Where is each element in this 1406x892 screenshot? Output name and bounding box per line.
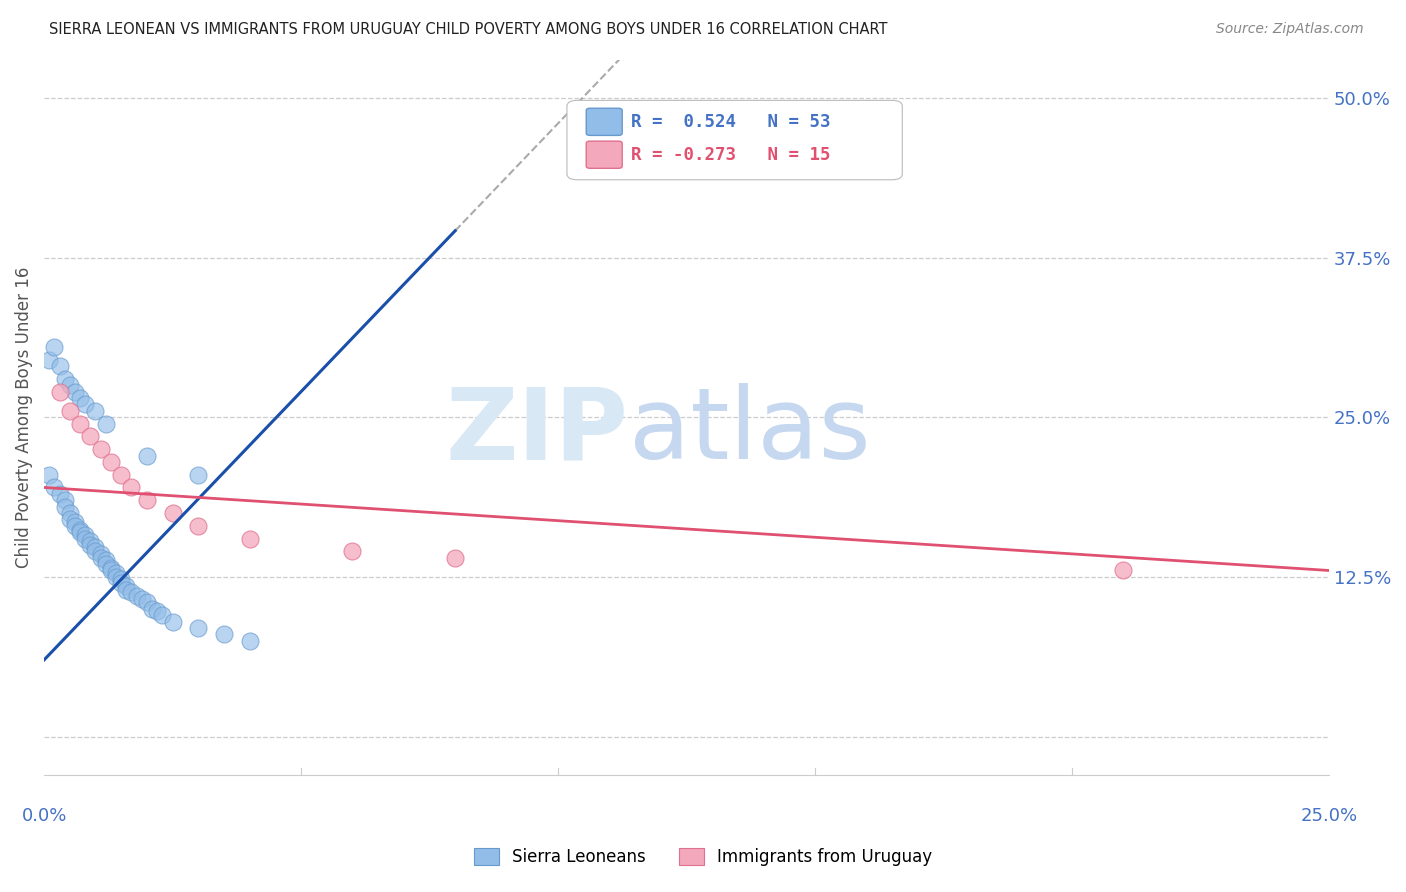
Point: [187, 467, 209, 482]
Point: [150, 608, 173, 623]
Point: [44, 340, 66, 354]
Point: [59, 512, 82, 526]
Point: [79, 534, 101, 549]
FancyBboxPatch shape: [586, 108, 623, 136]
Point: [100, 561, 122, 575]
Point: [146, 604, 169, 618]
Point: [59, 378, 82, 392]
Text: Source: ZipAtlas.com: Source: ZipAtlas.com: [1216, 22, 1364, 37]
Point: [48, 359, 70, 373]
Point: [38, 467, 60, 482]
Point: [59, 404, 82, 418]
Point: [48, 487, 70, 501]
Point: [212, 627, 235, 641]
Point: [110, 573, 132, 587]
Point: [162, 615, 184, 629]
Point: [125, 589, 148, 603]
Point: [75, 397, 97, 411]
Point: [63, 515, 86, 529]
Point: [342, 544, 364, 558]
Point: [115, 579, 138, 593]
Point: [69, 525, 91, 540]
Point: [38, 352, 60, 367]
Point: [79, 538, 101, 552]
Text: 0.0%: 0.0%: [21, 806, 67, 825]
Point: [110, 576, 132, 591]
Point: [69, 417, 91, 431]
Point: [105, 566, 128, 580]
Point: [131, 591, 153, 606]
Point: [75, 532, 97, 546]
FancyBboxPatch shape: [567, 101, 903, 180]
Y-axis label: Child Poverty Among Boys Under 16: Child Poverty Among Boys Under 16: [15, 267, 32, 568]
Point: [121, 480, 143, 494]
Legend: Sierra Leoneans, Immigrants from Uruguay: Sierra Leoneans, Immigrants from Uruguay: [465, 840, 941, 875]
Point: [84, 404, 107, 418]
Point: [75, 527, 97, 541]
Point: [53, 372, 76, 386]
Point: [135, 449, 157, 463]
Point: [94, 557, 117, 571]
Point: [63, 384, 86, 399]
Point: [84, 544, 107, 558]
Point: [135, 493, 157, 508]
Point: [79, 429, 101, 443]
Point: [100, 564, 122, 578]
Point: [1112, 564, 1135, 578]
Point: [162, 506, 184, 520]
FancyBboxPatch shape: [586, 141, 623, 169]
Text: R = -0.273   N = 15: R = -0.273 N = 15: [631, 145, 831, 164]
Text: R =  0.524   N = 53: R = 0.524 N = 53: [631, 112, 831, 131]
Point: [187, 621, 209, 635]
Point: [115, 582, 138, 597]
Text: ZIP: ZIP: [446, 383, 628, 480]
Point: [84, 541, 107, 555]
Text: 25.0%: 25.0%: [1301, 806, 1357, 825]
Point: [48, 384, 70, 399]
Point: [110, 467, 132, 482]
Text: atlas: atlas: [628, 383, 870, 480]
Point: [59, 506, 82, 520]
Point: [69, 391, 91, 405]
Point: [141, 601, 163, 615]
Point: [94, 553, 117, 567]
Point: [53, 500, 76, 514]
Point: [53, 493, 76, 508]
Point: [69, 523, 91, 537]
Point: [135, 595, 157, 609]
Point: [94, 417, 117, 431]
Point: [444, 550, 467, 565]
Point: [100, 455, 122, 469]
Point: [90, 550, 112, 565]
Point: [105, 570, 128, 584]
Point: [44, 480, 66, 494]
Point: [90, 547, 112, 561]
Point: [63, 518, 86, 533]
Point: [239, 532, 262, 546]
Text: SIERRA LEONEAN VS IMMIGRANTS FROM URUGUAY CHILD POVERTY AMONG BOYS UNDER 16 CORR: SIERRA LEONEAN VS IMMIGRANTS FROM URUGUA…: [49, 22, 887, 37]
Point: [121, 585, 143, 599]
Point: [239, 633, 262, 648]
Point: [90, 442, 112, 457]
Point: [187, 518, 209, 533]
